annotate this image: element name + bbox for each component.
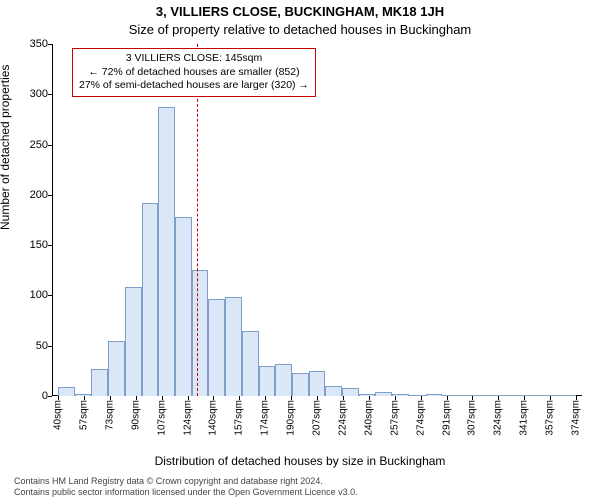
x-tick-label: 40sqm xyxy=(53,400,64,430)
histogram-bar xyxy=(175,217,192,396)
y-tick-label: 350 xyxy=(30,38,48,50)
y-axis-label: Number of detached properties xyxy=(0,65,12,230)
histogram-bar xyxy=(426,394,443,396)
histogram-bar xyxy=(142,203,159,396)
x-tick-label: 307sqm xyxy=(467,400,478,436)
histogram-bar xyxy=(359,394,376,396)
x-tick-label: 140sqm xyxy=(208,400,219,436)
y-tick-label: 100 xyxy=(30,289,48,301)
x-tick-label: 274sqm xyxy=(415,400,426,436)
histogram-bar xyxy=(492,395,509,396)
y-tick-mark xyxy=(48,145,52,146)
x-tick-label: 107sqm xyxy=(156,400,167,436)
annotation-line-1: 3 VILLIERS CLOSE: 145sqm xyxy=(79,52,309,66)
y-tick-label: 0 xyxy=(42,390,48,402)
histogram-bar xyxy=(208,299,225,396)
chart-title-sub: Size of property relative to detached ho… xyxy=(0,22,600,37)
histogram-bar xyxy=(275,364,292,396)
x-tick-label: 124sqm xyxy=(182,400,193,436)
histogram-bar xyxy=(476,395,493,396)
x-tick-label: 190sqm xyxy=(286,400,297,436)
y-tick-label: 200 xyxy=(30,189,48,201)
x-tick-label: 157sqm xyxy=(234,400,245,436)
x-tick-label: 240sqm xyxy=(363,400,374,436)
y-tick-label: 50 xyxy=(36,340,48,352)
y-tick-mark xyxy=(48,44,52,45)
x-tick-label: 73sqm xyxy=(104,400,115,430)
histogram-bar xyxy=(58,387,75,396)
x-tick-label: 291sqm xyxy=(441,400,452,436)
x-tick-label: 357sqm xyxy=(545,400,556,436)
histogram-bar xyxy=(559,395,576,396)
y-tick-mark xyxy=(48,94,52,95)
x-tick-label: 341sqm xyxy=(519,400,530,436)
y-axis-spine xyxy=(52,44,53,396)
histogram-bar xyxy=(192,270,209,396)
histogram-bar xyxy=(409,395,426,396)
y-tick-label: 300 xyxy=(30,88,48,100)
y-tick-label: 150 xyxy=(30,239,48,251)
x-tick-label: 374sqm xyxy=(571,400,582,436)
chart-title-main: 3, VILLIERS CLOSE, BUCKINGHAM, MK18 1JH xyxy=(0,4,600,19)
histogram-bar xyxy=(309,371,326,396)
annotation-box: 3 VILLIERS CLOSE: 145sqm← 72% of detache… xyxy=(72,48,316,97)
x-tick-label: 90sqm xyxy=(130,400,141,430)
y-tick-mark xyxy=(48,396,52,397)
x-tick-label: 207sqm xyxy=(312,400,323,436)
histogram-bar xyxy=(125,287,142,396)
y-tick-label: 250 xyxy=(30,139,48,151)
histogram-bar xyxy=(242,331,259,396)
histogram-bar xyxy=(342,388,359,396)
footer-line-2: Contains public sector information licen… xyxy=(14,487,586,498)
annotation-line-3: 27% of semi-detached houses are larger (… xyxy=(79,79,309,93)
x-tick-label: 224sqm xyxy=(337,400,348,436)
plot-area: 05010015020025030035040sqm57sqm73sqm90sq… xyxy=(52,44,582,396)
y-tick-mark xyxy=(48,295,52,296)
histogram-bar xyxy=(158,107,175,396)
histogram-bar xyxy=(526,395,543,396)
footer-attribution: Contains HM Land Registry data © Crown c… xyxy=(14,476,586,499)
histogram-bar xyxy=(225,297,242,396)
histogram-bar xyxy=(91,369,108,396)
x-tick-label: 324sqm xyxy=(493,400,504,436)
footer-line-1: Contains HM Land Registry data © Crown c… xyxy=(14,476,586,487)
y-tick-mark xyxy=(48,195,52,196)
histogram-bar xyxy=(375,392,392,396)
histogram-bar xyxy=(325,386,342,396)
annotation-line-2: ← 72% of detached houses are smaller (85… xyxy=(79,66,309,80)
histogram-bar xyxy=(442,395,459,396)
histogram-bar xyxy=(108,341,125,396)
x-tick-label: 257sqm xyxy=(389,400,400,436)
histogram-bar xyxy=(259,366,276,396)
x-tick-label: 174sqm xyxy=(260,400,271,436)
y-tick-mark xyxy=(48,346,52,347)
histogram-bar xyxy=(292,373,309,396)
y-tick-mark xyxy=(48,245,52,246)
x-tick-label: 57sqm xyxy=(78,400,89,430)
x-axis-label: Distribution of detached houses by size … xyxy=(0,454,600,468)
chart-container: 3, VILLIERS CLOSE, BUCKINGHAM, MK18 1JH … xyxy=(0,0,600,500)
